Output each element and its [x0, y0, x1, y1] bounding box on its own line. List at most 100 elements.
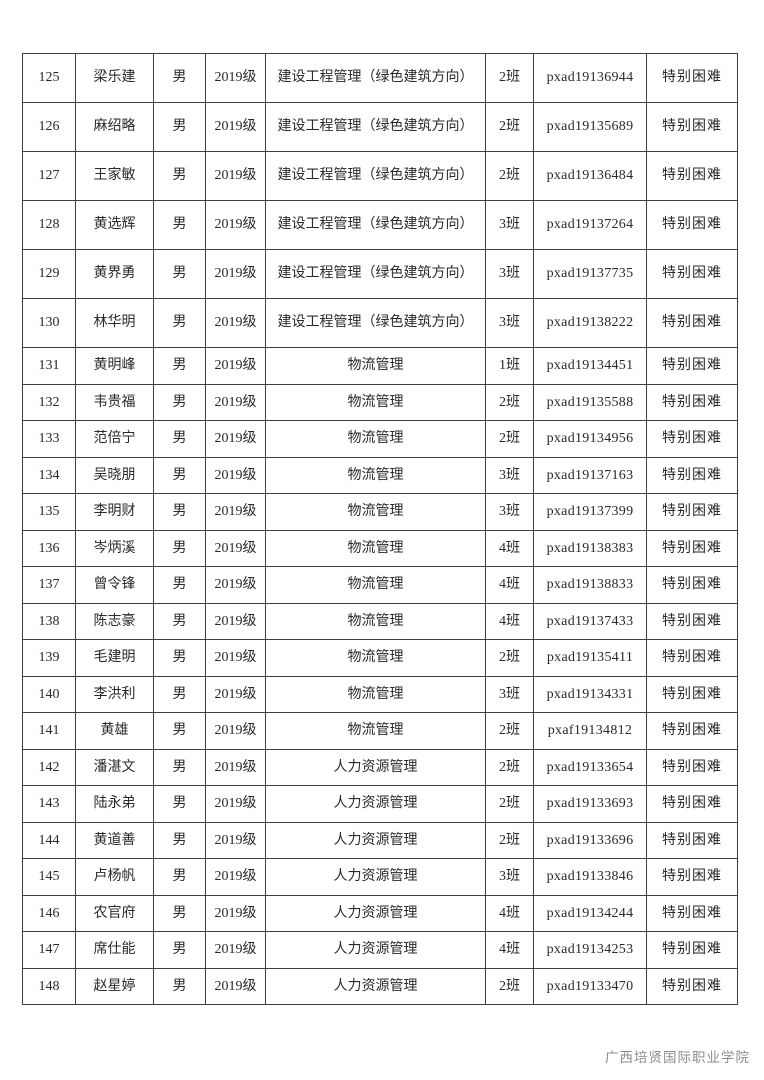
- cell-grade: 2019级: [205, 200, 266, 250]
- cell-poverty-status: 特别困难: [646, 602, 738, 640]
- cell-major: 物流管理: [265, 675, 486, 713]
- cell-serial-number: 135: [22, 493, 76, 531]
- cell-gender: 男: [153, 102, 206, 152]
- table-row: 137 曾令锋 男 2019级 物流管理 4班 pxad19138833 特别困…: [22, 566, 738, 604]
- cell-major: 人力资源管理: [265, 785, 486, 823]
- table-row: 142 潘湛文 男 2019级 人力资源管理 2班 pxad19133654 特…: [22, 748, 738, 786]
- cell-poverty-status: 特别困难: [646, 493, 738, 531]
- cell-student-name: 潘湛文: [75, 748, 154, 786]
- cell-class: 3班: [485, 200, 534, 250]
- cell-gender: 男: [153, 298, 206, 348]
- cell-student-id: pxad19133693: [533, 785, 647, 823]
- cell-serial-number: 148: [22, 967, 76, 1005]
- cell-major: 人力资源管理: [265, 748, 486, 786]
- cell-grade: 2019级: [205, 712, 266, 750]
- cell-serial-number: 143: [22, 785, 76, 823]
- cell-serial-number: 134: [22, 456, 76, 494]
- cell-serial-number: 141: [22, 712, 76, 750]
- cell-student-id: pxad19134451: [533, 347, 647, 385]
- cell-grade: 2019级: [205, 151, 266, 201]
- cell-grade: 2019级: [205, 566, 266, 604]
- cell-grade: 2019级: [205, 602, 266, 640]
- cell-gender: 男: [153, 529, 206, 567]
- cell-grade: 2019级: [205, 53, 266, 103]
- cell-major: 人力资源管理: [265, 821, 486, 859]
- cell-serial-number: 138: [22, 602, 76, 640]
- cell-grade: 2019级: [205, 347, 266, 385]
- cell-class: 4班: [485, 529, 534, 567]
- cell-class: 4班: [485, 894, 534, 932]
- table-row: 131 黄明峰 男 2019级 物流管理 1班 pxad19134451 特别困…: [22, 347, 738, 385]
- cell-serial-number: 133: [22, 420, 76, 458]
- cell-student-id: pxad19134253: [533, 931, 647, 969]
- cell-major: 物流管理: [265, 712, 486, 750]
- cell-class: 2班: [485, 967, 534, 1005]
- cell-serial-number: 136: [22, 529, 76, 567]
- cell-gender: 男: [153, 712, 206, 750]
- cell-major: 物流管理: [265, 639, 486, 677]
- cell-major: 物流管理: [265, 566, 486, 604]
- table-row: 134 吴晓朋 男 2019级 物流管理 3班 pxad19137163 特别困…: [22, 456, 738, 494]
- cell-poverty-status: 特别困难: [646, 249, 738, 299]
- cell-major: 建设工程管理（绿色建筑方向）: [265, 249, 486, 299]
- cell-major: 物流管理: [265, 529, 486, 567]
- cell-gender: 男: [153, 602, 206, 640]
- table-row: 128 黄选辉 男 2019级 建设工程管理（绿色建筑方向） 3班 pxad19…: [22, 200, 738, 250]
- cell-class: 2班: [485, 639, 534, 677]
- cell-poverty-status: 特别困难: [646, 347, 738, 385]
- cell-gender: 男: [153, 967, 206, 1005]
- cell-student-name: 农官府: [75, 894, 154, 932]
- cell-grade: 2019级: [205, 748, 266, 786]
- cell-grade: 2019级: [205, 529, 266, 567]
- table-row: 145 卢杨帆 男 2019级 人力资源管理 3班 pxad19133846 特…: [22, 858, 738, 896]
- student-roster-table: 125 梁乐建 男 2019级 建设工程管理（绿色建筑方向） 2班 pxad19…: [22, 53, 738, 1005]
- cell-poverty-status: 特别困难: [646, 383, 738, 421]
- cell-student-id: pxad19138222: [533, 298, 647, 348]
- cell-student-name: 李洪利: [75, 675, 154, 713]
- cell-poverty-status: 特别困难: [646, 102, 738, 152]
- table-row: 129 黄界勇 男 2019级 建设工程管理（绿色建筑方向） 3班 pxad19…: [22, 249, 738, 299]
- table-row: 144 黄道善 男 2019级 人力资源管理 2班 pxad19133696 特…: [22, 821, 738, 859]
- cell-major: 物流管理: [265, 383, 486, 421]
- cell-student-name: 黄明峰: [75, 347, 154, 385]
- cell-class: 2班: [485, 420, 534, 458]
- cell-major: 建设工程管理（绿色建筑方向）: [265, 200, 486, 250]
- cell-poverty-status: 特别困难: [646, 748, 738, 786]
- cell-poverty-status: 特别困难: [646, 931, 738, 969]
- cell-serial-number: 129: [22, 249, 76, 299]
- cell-student-id: pxad19138383: [533, 529, 647, 567]
- table-row: 147 席仕能 男 2019级 人力资源管理 4班 pxad19134253 特…: [22, 931, 738, 969]
- cell-student-name: 曾令锋: [75, 566, 154, 604]
- cell-serial-number: 142: [22, 748, 76, 786]
- cell-student-id: pxaf19134812: [533, 712, 647, 750]
- cell-poverty-status: 特别困难: [646, 712, 738, 750]
- cell-gender: 男: [153, 200, 206, 250]
- cell-gender: 男: [153, 493, 206, 531]
- cell-serial-number: 144: [22, 821, 76, 859]
- cell-poverty-status: 特别困难: [646, 53, 738, 103]
- cell-class: 3班: [485, 858, 534, 896]
- cell-class: 2班: [485, 383, 534, 421]
- cell-poverty-status: 特别困难: [646, 151, 738, 201]
- cell-student-name: 陈志豪: [75, 602, 154, 640]
- table-row: 130 林华明 男 2019级 建设工程管理（绿色建筑方向） 3班 pxad19…: [22, 298, 738, 348]
- cell-major: 人力资源管理: [265, 894, 486, 932]
- cell-poverty-status: 特别困难: [646, 420, 738, 458]
- cell-class: 2班: [485, 748, 534, 786]
- cell-student-name: 李明财: [75, 493, 154, 531]
- cell-class: 3班: [485, 298, 534, 348]
- table-row: 139 毛建明 男 2019级 物流管理 2班 pxad19135411 特别困…: [22, 639, 738, 677]
- cell-major: 建设工程管理（绿色建筑方向）: [265, 151, 486, 201]
- cell-student-name: 陆永弟: [75, 785, 154, 823]
- cell-student-id: pxad19137433: [533, 602, 647, 640]
- cell-student-name: 黄雄: [75, 712, 154, 750]
- page-footer-school-name: 广西培贤国际职业学院: [605, 1050, 750, 1065]
- cell-student-id: pxad19133470: [533, 967, 647, 1005]
- table-row: 143 陆永弟 男 2019级 人力资源管理 2班 pxad19133693 特…: [22, 785, 738, 823]
- cell-grade: 2019级: [205, 675, 266, 713]
- cell-student-name: 韦贵福: [75, 383, 154, 421]
- cell-student-name: 黄选辉: [75, 200, 154, 250]
- cell-student-name: 林华明: [75, 298, 154, 348]
- cell-grade: 2019级: [205, 931, 266, 969]
- cell-class: 2班: [485, 102, 534, 152]
